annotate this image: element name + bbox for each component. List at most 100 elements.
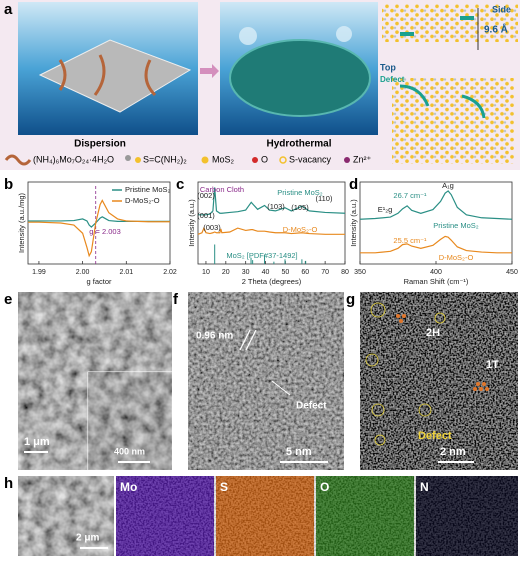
y-axis-title: Intensity (a.u.) xyxy=(187,199,196,247)
x-tick-label: 30 xyxy=(242,269,250,276)
legend-text: (NH₄)₆Mo₇O₂₄·4H₂O xyxy=(33,154,114,164)
panel-label: c xyxy=(176,176,184,193)
annotation: (003) xyxy=(203,223,221,232)
legend-icon xyxy=(252,157,258,163)
panel-label: a xyxy=(4,1,13,18)
chart-c: c 10 20 30 40 50 60 70 80 2 Theta (degrees) Intens… xyxy=(176,176,349,286)
series-label: Pristine MoS₂ xyxy=(433,221,479,230)
precursor xyxy=(58,54,157,97)
x-tick-label: 1.99 xyxy=(32,269,46,276)
annotation: (001) xyxy=(197,211,215,220)
legend-text: O xyxy=(261,154,268,164)
scale-label: 2 μm xyxy=(76,533,99,544)
eds-texture xyxy=(116,476,518,556)
x-tick-label: 2.00 xyxy=(76,269,90,276)
series-label: D-MoS₂-O xyxy=(439,253,474,262)
legend-text: Zn²⁺ xyxy=(353,154,372,164)
scale-label: 5 nm xyxy=(286,446,312,458)
legend-label: Pristine MoS₂ xyxy=(125,185,171,194)
x-tick-label: 400 xyxy=(430,269,442,276)
annotation: (002) xyxy=(197,191,215,200)
spacing-label: 0.96 nm xyxy=(196,331,233,342)
element-label: N xyxy=(420,480,429,494)
x-tick-label: 350 xyxy=(354,269,366,276)
x-axis-title: g factor xyxy=(86,277,112,286)
x-tick-label: 50 xyxy=(282,269,290,276)
mos2-flowers xyxy=(229,39,371,117)
annotation: Carbon Cloth xyxy=(200,185,244,194)
legend-icon xyxy=(135,157,141,163)
x-tick-label: 70 xyxy=(321,269,329,276)
legend-label: D-MoS₂-O xyxy=(125,196,160,205)
sem-image xyxy=(18,476,114,556)
defect-label: Defect xyxy=(418,430,452,442)
legend-icon xyxy=(201,156,209,164)
series-line xyxy=(360,235,512,254)
phase-label: 2H xyxy=(426,327,440,339)
arrow xyxy=(399,84,486,119)
element-label: S xyxy=(220,480,228,494)
panel-a: a 9.6 Å Side Top Defect Dispersion Hydro… xyxy=(0,0,520,170)
caption: Dispersion xyxy=(74,139,126,150)
legend-text: S-vacancy xyxy=(289,154,332,164)
side-label: Side xyxy=(492,4,511,14)
spacing-label: 9.6 Å xyxy=(484,23,508,36)
chart-b: b 1.99 2.00 2.01 2.02 g factor Intensity (a.u.… xyxy=(4,176,177,286)
x-tick-label: 80 xyxy=(341,269,349,276)
element-label: O xyxy=(320,480,329,494)
legend-text: S=C(NH₂)₂ xyxy=(143,154,187,164)
annotation: (110) xyxy=(316,194,333,203)
legend-text: MoS₂ xyxy=(212,154,235,164)
atom-model xyxy=(396,314,489,391)
top-lattice xyxy=(392,78,514,164)
fringe-marker xyxy=(239,329,257,351)
arrow xyxy=(400,16,474,36)
x-tick-label: 450 xyxy=(506,269,518,276)
panel-h: h 2 μm Mo S O N xyxy=(4,475,518,556)
legend-icon xyxy=(125,155,131,161)
annotation: 25.5 cm⁻¹ xyxy=(393,236,427,245)
annotation: A₁g xyxy=(442,181,454,190)
reference-label: MoS₂ [PDF#37-1492] xyxy=(226,251,297,260)
panel-label: f xyxy=(173,291,179,308)
x-tick-label: 2.02 xyxy=(163,269,177,276)
legend-icon xyxy=(4,154,32,166)
panel-label: g xyxy=(346,291,355,308)
defect-label: Defect xyxy=(296,401,327,412)
caption: Hydrothermal xyxy=(266,139,331,150)
scale-label: 2 nm xyxy=(440,446,466,458)
scale-label: 400 nm xyxy=(114,446,145,456)
annotation: (103) xyxy=(267,202,285,211)
x-tick-label: 20 xyxy=(222,269,230,276)
legend-icon xyxy=(344,157,350,163)
mesh-sheet xyxy=(38,39,192,113)
tem-image xyxy=(188,292,344,470)
top-label: Top xyxy=(380,62,396,72)
phase-label: 1T xyxy=(486,359,499,371)
panel-g: g 2H 1T Defect 2 nm xyxy=(346,291,518,470)
panel-label: b xyxy=(4,176,13,193)
x-tick-label: 2.01 xyxy=(119,269,133,276)
panel-label: e xyxy=(4,291,12,308)
y-axis-title: Intensity (a.u.) xyxy=(349,199,358,247)
y-axis-title: Intensity (a.u./mg) xyxy=(17,192,26,253)
arrow xyxy=(200,64,219,78)
x-axis-title: Raman Shift (cm⁻¹) xyxy=(404,277,469,286)
x-tick-label: 40 xyxy=(262,269,270,276)
panel-f: f 0.96 nm Defect 5 nm xyxy=(173,291,344,470)
annotation: 26.7 cm⁻¹ xyxy=(393,191,427,200)
panel-e: e 1 μm 400 nm xyxy=(4,291,173,471)
panel-label: d xyxy=(349,176,358,193)
series-line xyxy=(197,226,345,235)
bubble xyxy=(239,27,257,45)
arrow xyxy=(271,380,291,396)
x-tick-label: 10 xyxy=(202,269,210,276)
annotation: g = 2.003 xyxy=(89,227,121,236)
defect-circles xyxy=(365,302,446,446)
plot-frame xyxy=(359,181,513,265)
x-tick-label: 60 xyxy=(301,269,309,276)
annotation: (105) xyxy=(291,203,309,212)
series-label: D-MoS₂-O xyxy=(283,225,318,234)
legend-icon xyxy=(279,156,287,164)
